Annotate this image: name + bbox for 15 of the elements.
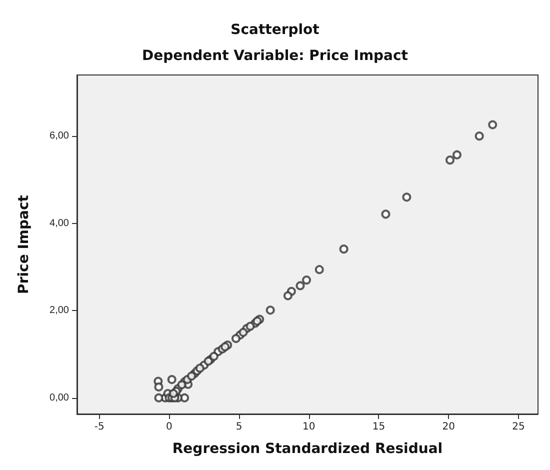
x-tick-label: 0	[166, 422, 172, 432]
chart-title: Scatterplot	[230, 22, 320, 38]
x-tick-label: 20	[442, 422, 455, 432]
x-axis-title: Regression Standardized Residual	[172, 441, 443, 457]
x-tick-label: 15	[372, 422, 386, 432]
x-tick-label: 10	[302, 422, 316, 432]
y-tick-label: 0,00	[50, 392, 70, 404]
x-tick-label: 25	[512, 422, 525, 432]
x-tick-label: 5	[236, 422, 242, 432]
y-tick-label: 2,00	[50, 305, 70, 316]
chart-subtitle: Dependent Variable: Price Impact	[142, 48, 408, 64]
y-axis-title: Price Impact	[16, 194, 32, 294]
y-tick-label: 6,00	[50, 130, 70, 142]
x-tick-label: -5	[94, 422, 104, 432]
y-tick-label: 4,00	[50, 218, 70, 229]
